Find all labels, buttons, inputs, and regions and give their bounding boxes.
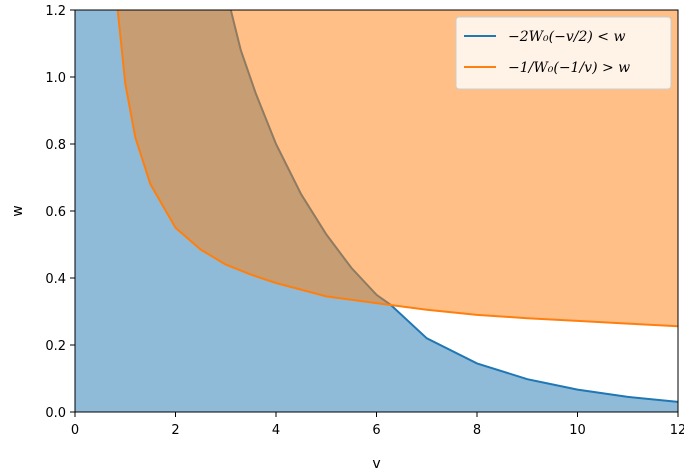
legend-label: −2W₀(−v/2) < w bbox=[508, 29, 625, 45]
x-tick-label: 2 bbox=[171, 423, 179, 438]
series-2-line bbox=[116, 10, 678, 328]
y-tick-label: 1.0 bbox=[45, 71, 66, 86]
x-tick-label: 12 bbox=[670, 423, 684, 438]
ticks: 0 2 4 6 8 10 12 0.0 0.2 0.4 0.6 0.8 1.0 1.2 bbox=[45, 4, 684, 438]
x-tick-label: 0 bbox=[71, 423, 79, 438]
x-tick-label: 8 bbox=[473, 423, 481, 438]
y-tick-label: 1.2 bbox=[45, 4, 66, 19]
legend-box bbox=[455, 16, 672, 90]
legend: −2W₀(−v/2) < w −1/W₀(−1/v) > w bbox=[455, 16, 672, 90]
x-axis-label: v bbox=[372, 456, 380, 472]
x-tick-label: 4 bbox=[272, 423, 280, 438]
legend-label: −1/W₀(−1/v) > w bbox=[508, 60, 630, 76]
y-tick-label: 0.2 bbox=[45, 339, 66, 354]
y-axis-label: w bbox=[10, 205, 26, 216]
y-tick-label: 0.6 bbox=[45, 205, 66, 220]
y-tick-label: 0.0 bbox=[45, 406, 66, 421]
y-tick-label: 0.4 bbox=[45, 272, 66, 287]
x-tick-label: 6 bbox=[372, 423, 380, 438]
y-tick-label: 0.8 bbox=[45, 138, 66, 153]
x-tick-label: 10 bbox=[569, 423, 586, 438]
